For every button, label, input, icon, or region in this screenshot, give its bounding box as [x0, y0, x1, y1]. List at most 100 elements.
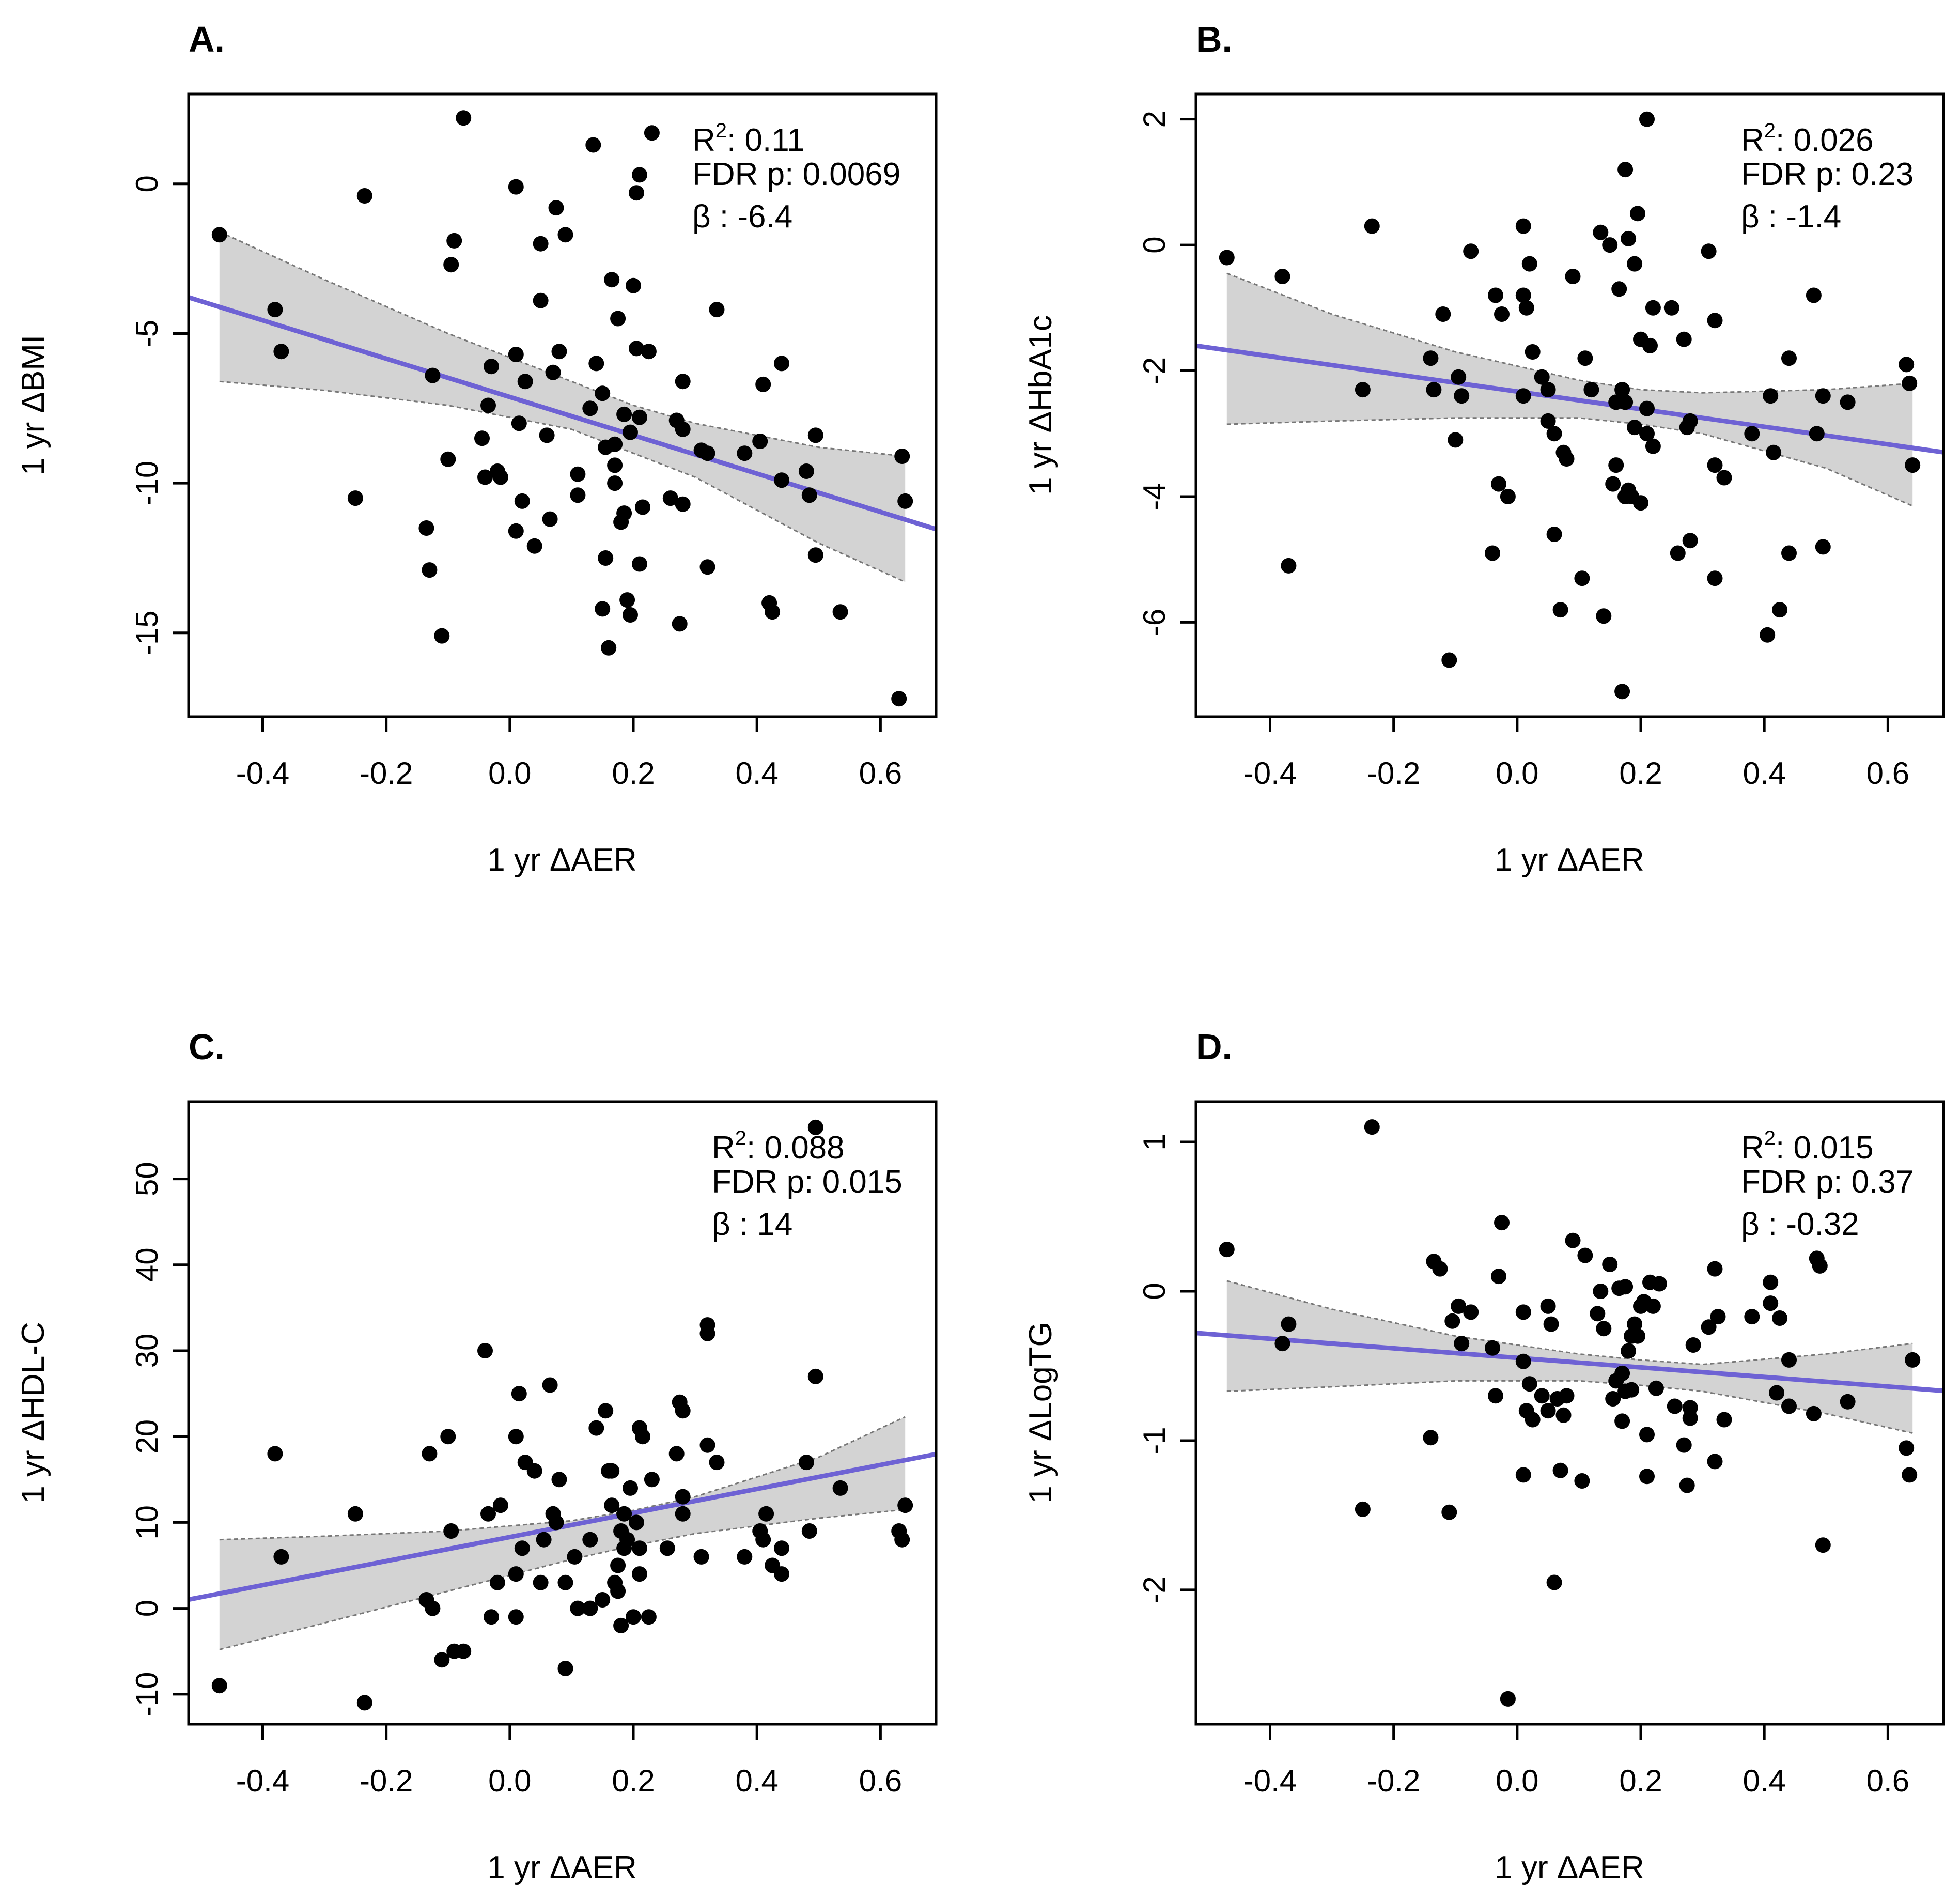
- panel-c-y-tick-label: 0: [130, 1600, 164, 1617]
- panel-a-data-point: [551, 344, 567, 360]
- panel-b-data-point: [1614, 382, 1630, 398]
- panel-a-data-point: [641, 344, 657, 360]
- panel-c-data-point: [894, 1532, 910, 1548]
- panel-c-data-point: [598, 1403, 614, 1419]
- panel-d-data-point: [1781, 1398, 1797, 1414]
- panel-b-data-point: [1633, 495, 1648, 511]
- panel-d-data-point: [1840, 1394, 1856, 1410]
- panel-a-data-point: [891, 691, 907, 707]
- panel-c-data-point: [755, 1532, 771, 1548]
- panel-b-data-point: [1515, 218, 1531, 234]
- panel-a-data-point: [601, 640, 617, 656]
- panel-a-data-point: [644, 125, 660, 141]
- panel-d-confidence-band: [1226, 1280, 1913, 1433]
- panel-a-data-point: [616, 406, 632, 422]
- panel-b-fdr-text: FDR p: 0.23: [1741, 157, 1914, 192]
- panel-b-data-point: [1617, 394, 1634, 410]
- panel-c-data-point: [668, 1446, 685, 1462]
- panel-b-data-point: [1707, 570, 1723, 586]
- panel-d-data-point: [1355, 1501, 1371, 1517]
- panel-b-data-point: [1494, 306, 1510, 322]
- panel-b-data-point: [1534, 369, 1550, 385]
- panel-b-y-tick-label: -4: [1137, 483, 1172, 510]
- panel-b-data-point: [1639, 426, 1655, 442]
- panel-a-data-point: [604, 272, 620, 288]
- panel-b-confidence-band: [1226, 273, 1913, 506]
- panel-b-data-point: [1552, 602, 1568, 618]
- svg-text:R2: 0.11: R2: 0.11: [692, 119, 805, 158]
- panel-a-data-point: [807, 547, 823, 563]
- panel-d-x-tick-label: 0.4: [1743, 1764, 1785, 1798]
- panel-c-data-point: [542, 1377, 558, 1393]
- panel-b-data-point: [1577, 350, 1593, 366]
- panel-a-data-point: [508, 523, 524, 539]
- panel-c-data-point: [801, 1523, 817, 1539]
- panel-d-data-point: [1685, 1337, 1701, 1353]
- panel-a-data-point: [737, 445, 753, 461]
- panel-a-data-point: [570, 466, 586, 482]
- panel-b-data-point: [1540, 382, 1556, 398]
- panel-b-data-point: [1781, 350, 1797, 366]
- panel-b-data-point: [1448, 432, 1464, 448]
- panel-b-y-axis-label: 1 yr ΔHbA1c: [1023, 315, 1059, 495]
- panel-d-data-point: [1494, 1215, 1510, 1231]
- panel-d-x-tick-label: 0.0: [1496, 1764, 1538, 1798]
- panel-a-data-point: [801, 487, 817, 503]
- panel-b-data-point: [1663, 300, 1679, 316]
- panel-b-data-point: [1485, 545, 1500, 561]
- panel-c-data-point: [526, 1463, 542, 1479]
- panel-c-data-point: [613, 1617, 629, 1633]
- panel-a-data-point: [607, 457, 623, 473]
- panel-c-data-point: [644, 1472, 660, 1488]
- panel-c-y-tick-label: 30: [130, 1334, 164, 1368]
- panel-a-data-point: [508, 179, 524, 195]
- panel-a-data-point: [440, 451, 456, 467]
- panel-a-data-point: [629, 341, 644, 357]
- panel-a-data-point: [484, 359, 499, 375]
- panel-b-x-tick-label: -0.4: [1243, 756, 1297, 791]
- panel-b-stats: R2: 0.026 FDR p: 0.23 β : -1.4: [1741, 119, 1914, 235]
- svg-text:R2: 0.088: R2: 0.088: [712, 1127, 845, 1166]
- panel-c-data-point: [619, 1532, 635, 1548]
- panel-d-data-point: [1596, 1321, 1612, 1337]
- panel-c-fdr-text: FDR p: 0.015: [712, 1164, 903, 1200]
- panel-a: A. -0.4 -0.2 0.0 0.2 0.4 0.6 -15 -10 -5 0 1 yr Δ…: [15, 19, 938, 878]
- panel-a-data-point: [422, 562, 438, 578]
- panel-d-data-point: [1543, 1316, 1559, 1332]
- panel-c-y-tick-label: 10: [130, 1505, 164, 1540]
- panel-c-data-point: [425, 1600, 441, 1616]
- panel-b-data-point: [1899, 357, 1915, 373]
- panel-a-data-point: [434, 628, 450, 644]
- panel-c-label: C.: [189, 1027, 225, 1067]
- panel-b-data-point: [1617, 162, 1634, 178]
- panel-d-data-point: [1763, 1295, 1779, 1311]
- panel-d-data-point: [1577, 1247, 1593, 1263]
- panel-d-data-point: [1769, 1385, 1785, 1401]
- panel-c-data-point: [675, 1506, 691, 1522]
- panel-c-y-tick-label: 20: [130, 1419, 164, 1454]
- panel-d-data-point: [1639, 1469, 1655, 1485]
- panel-a-data-point: [672, 616, 688, 632]
- panel-a-data-point: [607, 436, 623, 452]
- panel-d-data-point: [1716, 1412, 1732, 1428]
- panel-a-data-point: [662, 490, 678, 506]
- panel-c-data-point: [832, 1480, 848, 1496]
- panel-b-data-point: [1525, 344, 1541, 360]
- panel-c-data-point: [489, 1574, 505, 1590]
- panel-d-data-point: [1905, 1352, 1921, 1368]
- panel-b-data-point: [1760, 627, 1776, 643]
- panel-c-data-point: [582, 1600, 598, 1616]
- panel-a-x-tick-label: 0.6: [859, 756, 902, 791]
- panel-b-band-lower-border: [1226, 417, 1913, 507]
- panel-a-label: A.: [189, 19, 225, 59]
- panel-b-r2-value: : 0.026: [1776, 122, 1874, 158]
- panel-b-data-point: [1614, 684, 1630, 700]
- panel-b-y-tick-label: -6: [1137, 609, 1172, 636]
- panel-d-data-point: [1602, 1257, 1618, 1272]
- panel-d-data-point: [1364, 1119, 1380, 1135]
- panel-b-data-point: [1423, 350, 1439, 366]
- panel-a-data-point: [425, 367, 441, 383]
- panel-b-data-point: [1809, 426, 1825, 442]
- panel-c-data-point: [443, 1523, 459, 1539]
- panel-a-data-point: [526, 538, 542, 554]
